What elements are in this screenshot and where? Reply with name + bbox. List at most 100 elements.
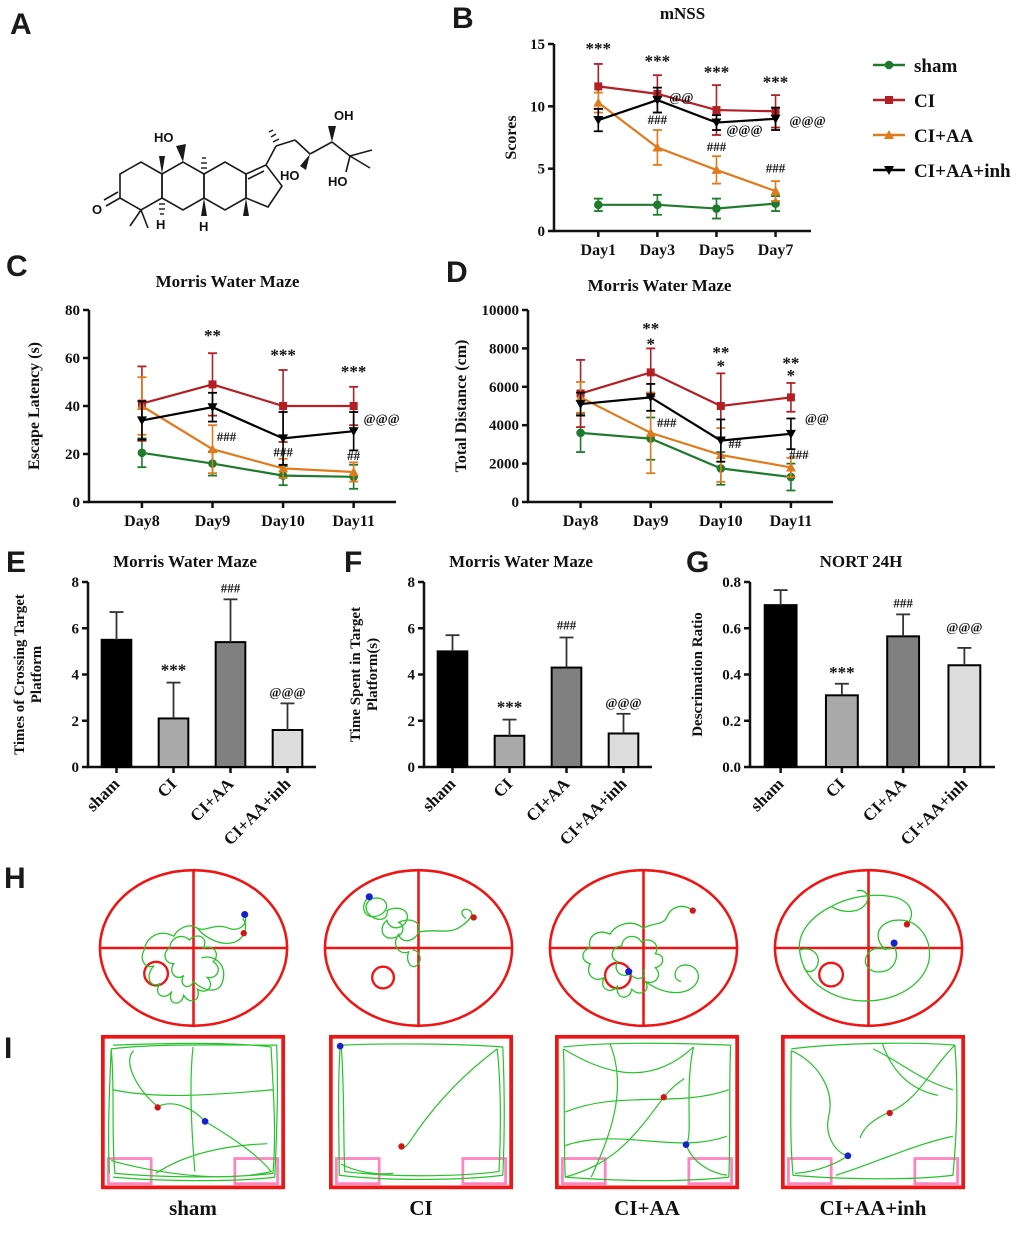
y-tick-label: 10 xyxy=(530,99,545,115)
annotation: *** xyxy=(161,661,187,680)
group-label-ci-aa-inh: CI+AA+inh xyxy=(819,1196,927,1220)
molecule-label: OH xyxy=(334,108,354,123)
y-tick-label: 0 xyxy=(512,495,520,511)
line-chart-mnss: 0 5 10 15 Day1 Day3 Day5 Day7 Scores *** *** *** ***… xyxy=(503,37,826,259)
molecule-stereo-wedges xyxy=(159,126,336,216)
y-tick-label: 8 xyxy=(72,575,80,591)
y-tick-label: 0.6 xyxy=(722,621,741,637)
svg-text:@@@: @@@ xyxy=(364,411,400,426)
series-CI+AA xyxy=(593,91,781,202)
series-sham xyxy=(137,437,359,490)
y-tick-label: 0 xyxy=(72,760,80,776)
series-CI+AA xyxy=(575,381,796,483)
svg-text:***: *** xyxy=(704,63,730,82)
y-tick-label: 60 xyxy=(65,351,80,367)
y-axis-label: Time Spent in Target xyxy=(348,607,364,742)
svg-text:**: ** xyxy=(204,326,221,345)
panel-letter-a: A xyxy=(10,8,32,41)
object-zone-right xyxy=(233,1157,279,1186)
swim-path xyxy=(141,914,247,1004)
y-tick-label: 20 xyxy=(65,447,80,463)
panel-letter-i: I xyxy=(4,1032,13,1065)
y-tick-label: 2 xyxy=(408,714,416,730)
y-tick-label: 0.2 xyxy=(722,714,741,730)
chart-title-d: Morris Water Maze xyxy=(587,276,732,295)
series-CI+AA+inh xyxy=(575,383,796,463)
x-tick-label: Day5 xyxy=(699,242,735,259)
swim-trace-sham xyxy=(98,868,289,1028)
y-tick-label: 0 xyxy=(408,760,416,776)
openfield-trace-ci-aa xyxy=(554,1034,740,1190)
object-zone-left xyxy=(107,1157,153,1186)
swim-path xyxy=(582,905,700,998)
annotations: *** *** ***########@@ xyxy=(642,319,829,462)
svg-text:*: * xyxy=(646,334,655,353)
group-label-sham: sham xyxy=(169,1196,217,1220)
object-zone-right xyxy=(913,1157,959,1186)
legend-item-ci-aa-inh: CI+AA+inh xyxy=(872,161,1020,183)
group-label-ci: CI xyxy=(409,1196,433,1220)
x-tick-label: Day8 xyxy=(124,513,160,530)
x-tick-label: Day11 xyxy=(332,513,375,530)
y-axis-label: Platform xyxy=(29,645,45,703)
molecule-label: H xyxy=(199,219,208,234)
annotation: *** xyxy=(497,698,523,717)
annotation: *** xyxy=(829,663,855,682)
y-tick-label: 40 xyxy=(65,399,80,415)
x-tick-label: CI+AA xyxy=(859,774,911,826)
start-dot xyxy=(336,1042,344,1050)
series-CI+AA+inh xyxy=(593,86,781,133)
legend-label: CI xyxy=(914,91,936,112)
svg-text:***: *** xyxy=(586,39,612,58)
y-tick-label: 0 xyxy=(538,224,546,240)
annotation: @@@ xyxy=(605,695,641,710)
series-CI xyxy=(576,347,796,440)
x-tick-label: sham xyxy=(419,774,460,815)
x-tick-label: Day3 xyxy=(640,242,676,259)
y-tick-label: 0.8 xyxy=(722,575,741,591)
svg-text:###: ### xyxy=(657,415,677,430)
start-dot xyxy=(844,1152,852,1160)
svg-text:###: ### xyxy=(766,160,786,175)
start-dot xyxy=(890,939,898,947)
object-zone-right xyxy=(687,1157,733,1186)
start-dot xyxy=(241,910,249,919)
object-zone-right xyxy=(461,1157,507,1186)
movement-path xyxy=(107,1042,279,1182)
y-axis-label: Descrimation Ratio xyxy=(690,612,706,737)
swim-trace-ci-aa-inh xyxy=(773,868,964,1028)
y-tick-label: 0.4 xyxy=(722,668,741,684)
arena-wall xyxy=(780,1034,966,1190)
y-axis-label: Platform(s) xyxy=(365,638,381,711)
chart-title-b: mNSS xyxy=(659,4,706,23)
pool-wall xyxy=(773,868,964,1028)
panel-letter-h: H xyxy=(4,862,26,895)
svg-text:@@@: @@@ xyxy=(726,122,762,137)
chart-title-f: Morris Water Maze xyxy=(449,552,593,571)
x-tick-label: Day8 xyxy=(563,513,599,530)
arena-wall xyxy=(554,1034,740,1190)
swim-trace-ci xyxy=(323,868,514,1028)
molecule-stereo-hash xyxy=(159,129,280,215)
svg-text:###: ### xyxy=(217,429,237,444)
svg-text:**: ** xyxy=(782,354,799,373)
annotation: ### xyxy=(893,595,913,610)
y-tick-label: 6000 xyxy=(489,380,519,396)
x-tick-label: Day11 xyxy=(770,513,813,530)
x-tick-label: CI xyxy=(154,774,181,801)
start-dot xyxy=(682,1141,690,1148)
legend-marker-ci-aa xyxy=(872,127,906,148)
panel-letter-e: E xyxy=(6,546,27,579)
panel-letter-f: F xyxy=(344,546,363,579)
series-CI+AA xyxy=(136,376,359,483)
y-axis-label: Scores xyxy=(503,115,520,159)
platform-zone xyxy=(371,965,396,990)
series-sham xyxy=(576,412,796,492)
x-tick-label: Day10 xyxy=(261,513,305,530)
pool-wall xyxy=(323,868,514,1028)
x-tick-label: sham xyxy=(747,774,788,815)
molecule-label: HO xyxy=(328,174,348,189)
svg-text:###: ### xyxy=(648,112,668,127)
